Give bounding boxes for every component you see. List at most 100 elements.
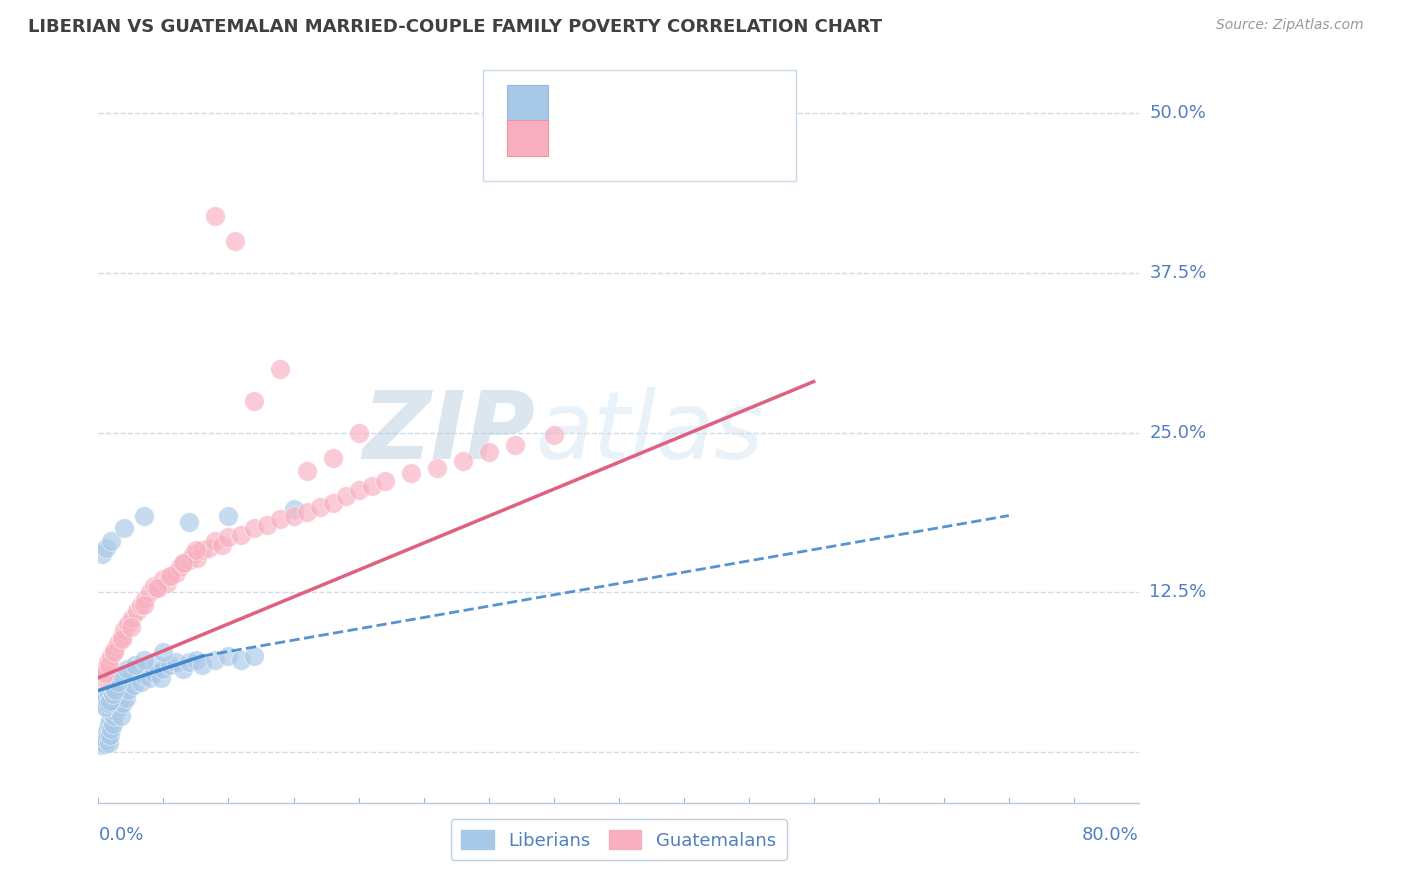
Point [103, 681, 125, 695]
Point [132, 653, 155, 667]
Point [96, 725, 118, 739]
Point [94, 737, 117, 751]
Point [101, 716, 124, 731]
Point [152, 662, 174, 676]
Point [256, 517, 278, 532]
Point [98, 728, 121, 742]
Point [97, 716, 120, 731]
Point [308, 500, 330, 514]
Text: 80.0%: 80.0% [1083, 826, 1139, 844]
Point [152, 573, 174, 587]
Point [146, 657, 169, 672]
Point [103, 645, 125, 659]
Legend: Liberians, Guatemalans: Liberians, Guatemalans [451, 820, 786, 861]
Point [97, 657, 120, 672]
Point [97, 736, 120, 750]
Point [543, 428, 565, 442]
Point [93, 731, 115, 746]
Point [100, 706, 122, 721]
Point [231, 527, 253, 541]
Point [131, 598, 153, 612]
Point [173, 556, 195, 570]
Point [270, 361, 292, 376]
Point [159, 568, 181, 582]
Text: N = 65: N = 65 [671, 129, 738, 148]
Point [399, 467, 422, 481]
Point [107, 674, 129, 689]
Point [110, 709, 132, 723]
Point [114, 521, 135, 535]
Point [90, 739, 112, 753]
Point [179, 553, 201, 567]
Point [96, 722, 118, 736]
Point [478, 444, 501, 458]
Text: N = 75: N = 75 [671, 95, 738, 113]
Text: 25.0%: 25.0% [1149, 424, 1206, 442]
Point [93, 696, 115, 710]
Point [96, 656, 118, 670]
Point [295, 505, 318, 519]
Point [97, 687, 120, 701]
Point [107, 691, 129, 706]
Point [100, 722, 122, 736]
Point [172, 662, 194, 676]
Point [98, 694, 121, 708]
Point [270, 512, 292, 526]
Point [191, 543, 214, 558]
Point [121, 611, 143, 625]
Point [111, 668, 134, 682]
Point [347, 425, 370, 440]
Text: LIBERIAN VS GUATEMALAN MARRIED-COUPLE FAMILY POVERTY CORRELATION CHART: LIBERIAN VS GUATEMALAN MARRIED-COUPLE FA… [28, 18, 882, 36]
Point [160, 568, 183, 582]
Point [101, 687, 124, 701]
Point [107, 636, 129, 650]
Text: 0.0%: 0.0% [98, 826, 143, 844]
Point [111, 632, 134, 647]
FancyBboxPatch shape [484, 70, 796, 181]
Point [101, 700, 124, 714]
Point [96, 733, 118, 747]
Point [179, 656, 201, 670]
Point [96, 730, 118, 744]
Point [91, 671, 114, 685]
Point [283, 502, 305, 516]
Point [134, 591, 156, 606]
Point [114, 681, 135, 695]
Point [94, 665, 117, 680]
Point [136, 662, 159, 676]
Point [96, 696, 118, 710]
Point [115, 662, 138, 676]
Point [243, 393, 266, 408]
Point [98, 713, 121, 727]
Text: 50.0%: 50.0% [1149, 104, 1206, 122]
Point [321, 451, 344, 466]
Point [152, 645, 174, 659]
Text: Source: ZipAtlas.com: Source: ZipAtlas.com [1216, 18, 1364, 32]
Point [117, 683, 139, 698]
Point [166, 656, 188, 670]
Point [166, 566, 188, 580]
Point [191, 657, 214, 672]
Point [211, 538, 233, 552]
Point [143, 579, 166, 593]
Text: 37.5%: 37.5% [1149, 264, 1206, 282]
Point [127, 665, 149, 680]
Point [218, 508, 240, 523]
Point [186, 550, 208, 565]
Point [231, 653, 253, 667]
Point [374, 474, 396, 488]
Point [91, 694, 114, 708]
Point [149, 671, 172, 685]
Point [91, 547, 114, 561]
Point [204, 653, 226, 667]
Point [120, 671, 142, 685]
Point [243, 648, 266, 663]
Point [132, 598, 155, 612]
Point [111, 687, 134, 701]
Point [295, 464, 318, 478]
Point [108, 700, 131, 714]
Point [172, 556, 194, 570]
Point [112, 696, 135, 710]
Point [96, 541, 118, 555]
Point [283, 508, 305, 523]
